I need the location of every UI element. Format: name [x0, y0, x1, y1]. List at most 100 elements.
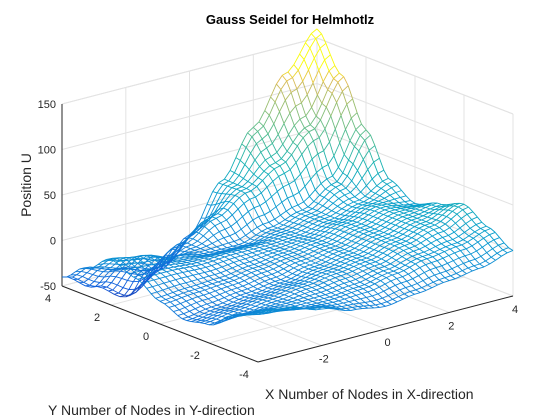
mesh-segment [346, 163, 354, 177]
mesh-segment [284, 169, 291, 174]
mesh-segment [416, 235, 423, 241]
mesh-segment [261, 270, 268, 274]
mesh-segment [219, 320, 224, 324]
mesh-segment [257, 177, 263, 181]
mesh-segment [397, 250, 404, 255]
mesh-segment [325, 243, 332, 247]
mesh-segment [296, 271, 303, 276]
mesh-segment [470, 253, 476, 260]
mesh-segment [270, 243, 276, 247]
mesh-segment [250, 190, 256, 198]
mesh-segment [204, 313, 209, 315]
mesh-segment [362, 149, 370, 160]
mesh-segment [321, 212, 327, 215]
mesh-segment [327, 268, 334, 272]
mesh-segment [224, 228, 230, 237]
mesh-segment [462, 239, 468, 243]
mesh-segment [317, 238, 323, 242]
mesh-segment [280, 210, 287, 216]
mesh-segment [400, 259, 407, 264]
mesh-segment [337, 252, 344, 257]
mesh-segment [326, 202, 334, 209]
mesh-segment [191, 244, 197, 248]
mesh-segment [266, 187, 272, 197]
mesh-segment [353, 263, 360, 267]
mesh-segment [310, 28, 318, 34]
mesh-segment [302, 300, 307, 304]
mesh-segment [408, 212, 415, 216]
mesh-segment [90, 286, 96, 288]
mesh-segment [322, 205, 328, 209]
mesh-segment [191, 254, 197, 257]
mesh-segment [220, 272, 226, 277]
mesh-segment [282, 183, 290, 188]
mesh-segment [95, 267, 101, 269]
mesh-segment [400, 242, 405, 247]
mesh-segment [369, 305, 375, 309]
mesh-segment [448, 235, 454, 240]
mesh-segment [282, 286, 288, 288]
mesh-segment [385, 206, 391, 209]
mesh-segment [341, 256, 347, 260]
mesh-segment [308, 281, 314, 284]
mesh-segment [389, 228, 395, 232]
mesh-segment [445, 270, 451, 277]
mesh-segment [225, 307, 231, 309]
mesh-segment [279, 293, 285, 296]
mesh-segment [398, 202, 404, 206]
mesh-segment [393, 289, 400, 294]
mesh-segment [442, 237, 448, 242]
mesh-segment [323, 235, 329, 239]
mesh-segment [368, 267, 374, 272]
mesh-segment [268, 250, 273, 254]
mesh-segment [343, 267, 349, 270]
mesh-segment [361, 291, 368, 294]
mesh-segment [267, 237, 274, 241]
mesh-segment [260, 291, 267, 295]
mesh-segment [269, 247, 275, 250]
mesh-segment [160, 271, 167, 274]
mesh-segment [305, 107, 312, 117]
mesh-segment [412, 255, 417, 260]
mesh-segment [203, 310, 211, 314]
mesh-segment [229, 292, 236, 296]
mesh-segment [363, 263, 371, 267]
mesh-segment [336, 172, 344, 182]
mesh-segment [298, 237, 304, 240]
mesh-segment [246, 301, 253, 305]
mesh-segment [278, 172, 285, 177]
mesh-segment [202, 219, 208, 225]
mesh-segment [396, 206, 401, 210]
mesh-segment [235, 292, 241, 296]
mesh-segment [209, 290, 216, 294]
mesh-segment [403, 210, 410, 214]
mesh-segment [196, 260, 203, 264]
mesh-segment [177, 294, 183, 298]
mesh-segment [341, 304, 348, 308]
mesh-segment [293, 222, 299, 225]
mesh-segment [215, 202, 221, 205]
mesh-segment [354, 135, 361, 147]
mesh-segment [273, 248, 279, 252]
mesh-segment [417, 251, 425, 255]
mesh-segment [403, 247, 410, 251]
mesh-segment [418, 275, 424, 281]
mesh-segment [331, 271, 337, 275]
mesh-segment [413, 270, 419, 277]
mesh-segment [196, 319, 202, 321]
mesh-segment [73, 279, 80, 284]
mesh-segment [224, 225, 232, 230]
mesh-segment [273, 265, 280, 270]
mesh-segment [303, 220, 309, 223]
mesh-segment [326, 239, 333, 243]
mesh-segment [417, 217, 422, 221]
mesh-segment [206, 242, 213, 247]
mesh-segment [320, 276, 326, 279]
mesh-segment [180, 250, 185, 252]
mesh-segment [266, 180, 274, 188]
mesh-segment [250, 143, 257, 154]
mesh-segment [239, 197, 245, 204]
mesh-segment [354, 146, 360, 152]
mesh-segment [291, 204, 298, 208]
mesh-segment [271, 143, 278, 153]
